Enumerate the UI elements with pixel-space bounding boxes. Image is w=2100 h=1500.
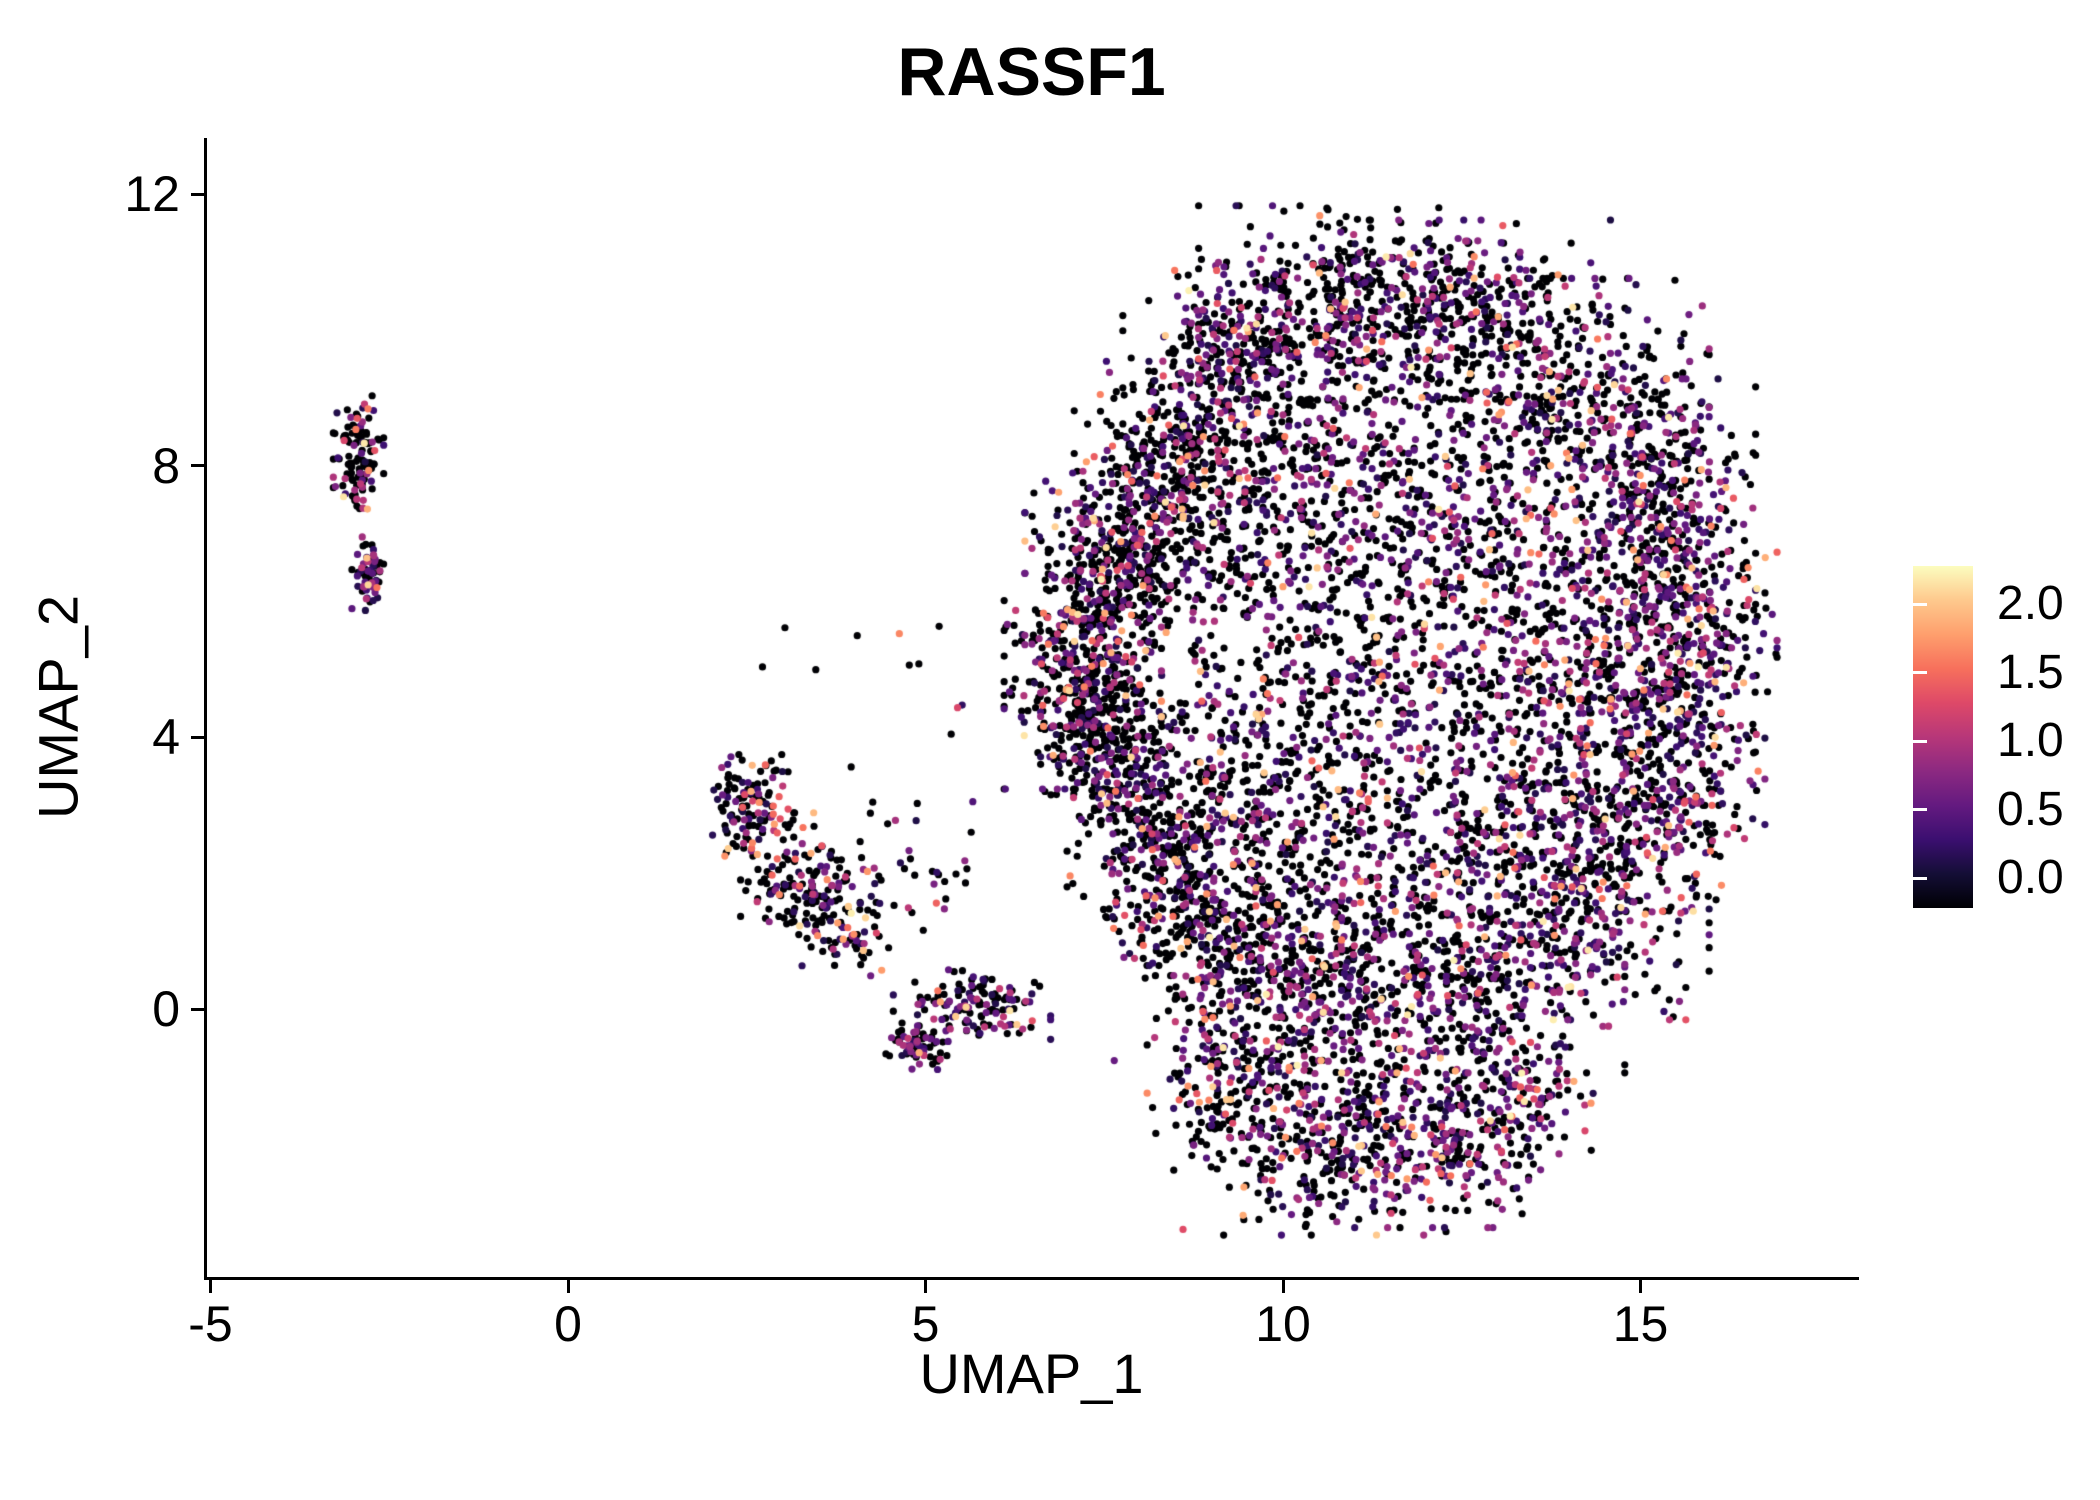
x-axis-tick-mark — [209, 1280, 212, 1293]
y-axis-tick-label: 0 — [152, 981, 180, 1037]
x-axis-tick-mark — [1639, 1280, 1642, 1293]
legend-tick-mark — [1913, 671, 1927, 674]
legend-tick-label: 1.0 — [1997, 714, 2064, 767]
legend-tick-mark — [1913, 739, 1927, 743]
legend-tick-label: 2.0 — [1997, 577, 2064, 630]
legend-tick-mark — [1913, 602, 1927, 606]
y-axis-tick-mark — [191, 464, 204, 468]
x-axis-tick-label: -5 — [188, 1296, 233, 1352]
plot-title: RASSF1 — [897, 34, 1166, 110]
x-axis-tick-label: 5 — [911, 1296, 940, 1352]
y-axis-tick-label: 12 — [124, 166, 180, 223]
legend-tick-label: 1.5 — [1997, 645, 2064, 699]
x-axis-tick-mark — [1281, 1280, 1285, 1293]
legend-tick-label: 0.0 — [1997, 851, 2064, 904]
x-axis-tick-mark — [924, 1280, 927, 1293]
y-axis-line — [204, 138, 207, 1280]
y-axis-tick-mark — [191, 1007, 204, 1011]
x-axis-title: UMAP_1 — [919, 1342, 1144, 1405]
legend-tick-mark — [1913, 808, 1927, 811]
legend-colorbar — [1913, 566, 1973, 908]
x-axis-tick-mark — [566, 1280, 570, 1293]
y-axis-tick-mark — [191, 192, 204, 196]
x-axis-tick-label: 0 — [554, 1296, 582, 1352]
x-axis-line — [204, 1277, 1859, 1280]
legend-tick-label: 0.5 — [1997, 782, 2064, 836]
y-axis-tick-label: 8 — [152, 437, 180, 494]
y-axis-title: UMAP_2 — [26, 594, 90, 820]
legend-tick-mark — [1913, 876, 1927, 880]
y-axis-tick-label: 4 — [152, 709, 180, 766]
y-axis-tick-mark — [191, 735, 204, 739]
x-axis-tick-label: 15 — [1612, 1296, 1669, 1352]
x-axis-tick-label: 10 — [1255, 1296, 1311, 1352]
